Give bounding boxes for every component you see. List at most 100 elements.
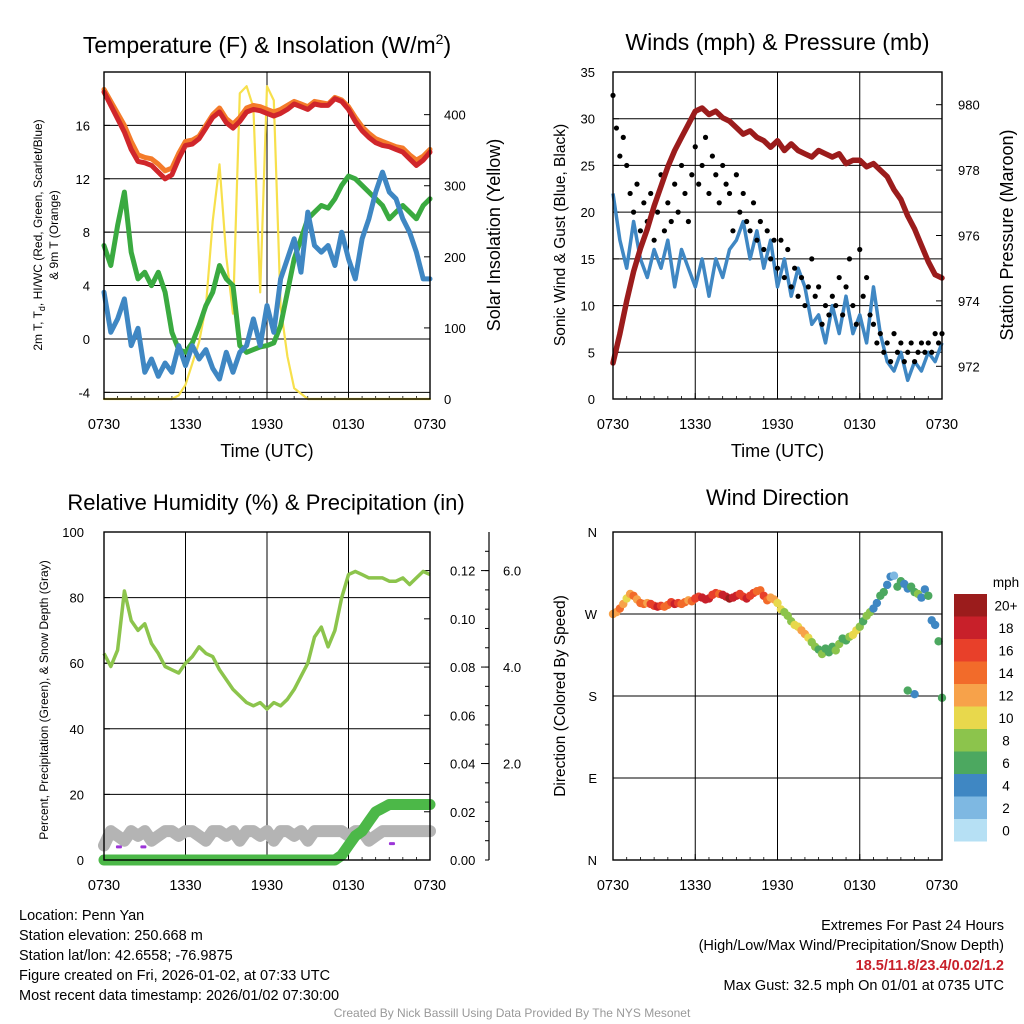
gust-point	[747, 228, 753, 234]
precip-marker	[388, 842, 395, 846]
latlon-text: Station lat/lon: 42.6558; -76.9875	[19, 948, 233, 964]
direction-point	[879, 587, 888, 597]
x-tick-label: 1930	[251, 417, 283, 433]
gust-point	[730, 228, 736, 234]
gust-point	[665, 200, 671, 206]
y2-tick-label: 978	[958, 163, 980, 178]
colorbar-swatch	[954, 751, 987, 774]
colorbar-label: 6	[1002, 756, 1010, 771]
gust-point	[689, 172, 695, 178]
gust-point	[929, 349, 935, 355]
extremes-subtitle: (High/Low/Max Wind/Precipitation/Snow De…	[698, 938, 1004, 954]
winds-title: Winds (mph) & Pressure (mb)	[625, 29, 929, 55]
temperature-title: Temperature (F) & Insolation (W/m2)	[83, 31, 451, 58]
location-text: Location: Penn Yan	[19, 908, 145, 924]
credit-text: Created By Nick Bassill Using Data Provi…	[333, 1006, 691, 1020]
gust-point	[922, 349, 928, 355]
humidity-ylabel: Percent, Precipitation (Green), & Snow D…	[37, 560, 51, 839]
gust-point	[778, 237, 784, 243]
temperature-xlabel: Time (UTC)	[220, 441, 313, 461]
gust-point	[901, 359, 907, 365]
y-tick-label: 10	[581, 299, 595, 314]
x-tick-label: 0730	[414, 878, 446, 894]
y2-tick-label: 980	[958, 98, 980, 113]
colorbar-label: 14	[998, 666, 1014, 681]
gust-point	[672, 181, 678, 187]
gust-point	[829, 293, 835, 299]
gust-point	[905, 349, 911, 355]
x-tick-label: 1930	[761, 878, 793, 894]
y-tick-label: 40	[70, 722, 84, 737]
gust-point	[898, 340, 904, 346]
direction-point	[903, 686, 912, 695]
x-tick-label: 0730	[597, 878, 629, 894]
gust-point	[812, 293, 818, 299]
colorbar-label: 20+	[995, 598, 1018, 613]
ylabel-part: 2m T, T	[31, 310, 45, 350]
gust-point	[733, 172, 739, 178]
y-tick-label: S	[588, 689, 597, 704]
gust-point	[706, 190, 712, 197]
x-tick-label: 0730	[88, 878, 120, 894]
direction-point	[934, 637, 943, 646]
gust-point	[867, 312, 873, 318]
colorbar-swatch	[954, 819, 987, 842]
x-tick-label: 0730	[88, 417, 120, 433]
gust-point	[627, 190, 633, 197]
gust-point	[822, 302, 829, 309]
gust-point	[846, 256, 853, 262]
colorbar-swatch	[954, 774, 987, 797]
colorbar-swatch	[954, 639, 987, 662]
y2-tick-label: 0.10	[450, 612, 475, 627]
gust-point	[613, 125, 620, 131]
gust-point	[740, 190, 746, 197]
y2-tick-label: 0.00	[450, 853, 475, 868]
ylabel-part: , HI/WC (Red, Green, Scarlet/Blue)	[31, 119, 45, 306]
gust-point	[699, 162, 705, 169]
x-tick-label: 0730	[597, 417, 629, 433]
colorbar-swatch	[954, 706, 987, 729]
series-line-sonic-wind	[611, 193, 944, 383]
gust-point	[864, 274, 870, 281]
gust-point	[826, 312, 832, 318]
gust-point	[850, 302, 856, 309]
gust-point	[925, 340, 931, 346]
gust-point	[805, 284, 811, 290]
colorbar-label: 10	[998, 711, 1013, 726]
y2-tick-label: 0	[444, 392, 451, 407]
gust-point	[654, 209, 661, 215]
gust-point	[630, 209, 637, 215]
direction-point	[831, 646, 840, 655]
x-tick-label: 1330	[679, 878, 711, 894]
gust-point	[843, 284, 849, 290]
colorbar-label: 4	[1002, 778, 1010, 793]
gust-point	[651, 237, 657, 243]
y-tick-label: 8	[83, 225, 90, 240]
y2-tick-label: 0.02	[450, 805, 475, 820]
gust-point	[702, 134, 709, 140]
series-line-relative-humidity	[102, 569, 431, 711]
y-tick-label: 16	[76, 118, 90, 133]
colorbar-label: 16	[998, 643, 1013, 658]
y-tick-label: 12	[76, 172, 90, 187]
gust-point	[771, 237, 777, 243]
wind-direction-frame	[612, 531, 943, 861]
title-main: Temperature (F) & Insolation (W/m	[83, 32, 436, 58]
x-tick-label: 0130	[332, 417, 364, 433]
gust-point	[685, 218, 691, 225]
x-tick-label: 0130	[332, 878, 364, 894]
winds-frame	[612, 71, 943, 400]
max-gust-text: Max Gust: 32.5 mph On 01/01 at 0735 UTC	[723, 978, 1004, 994]
y2-tick-label: 0.04	[450, 757, 475, 772]
gust-point	[908, 340, 914, 346]
x-tick-label: 1330	[169, 417, 201, 433]
y-tick-label: N	[588, 853, 597, 868]
series-line-station-pressure	[610, 105, 945, 366]
gust-point	[884, 340, 890, 346]
gust-point	[860, 293, 866, 299]
humidity-chart: Relative Humidity (%) & Precipitation (i…	[37, 490, 521, 894]
temperature-chart: Temperature (F) & Insolation (W/m2) 0730 1…	[31, 31, 504, 461]
y2-tick-label: 0.06	[450, 708, 475, 723]
y2-tick-label: 400	[444, 108, 466, 123]
